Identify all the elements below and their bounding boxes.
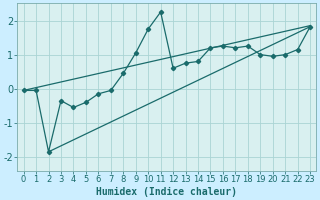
X-axis label: Humidex (Indice chaleur): Humidex (Indice chaleur) [96,186,237,197]
